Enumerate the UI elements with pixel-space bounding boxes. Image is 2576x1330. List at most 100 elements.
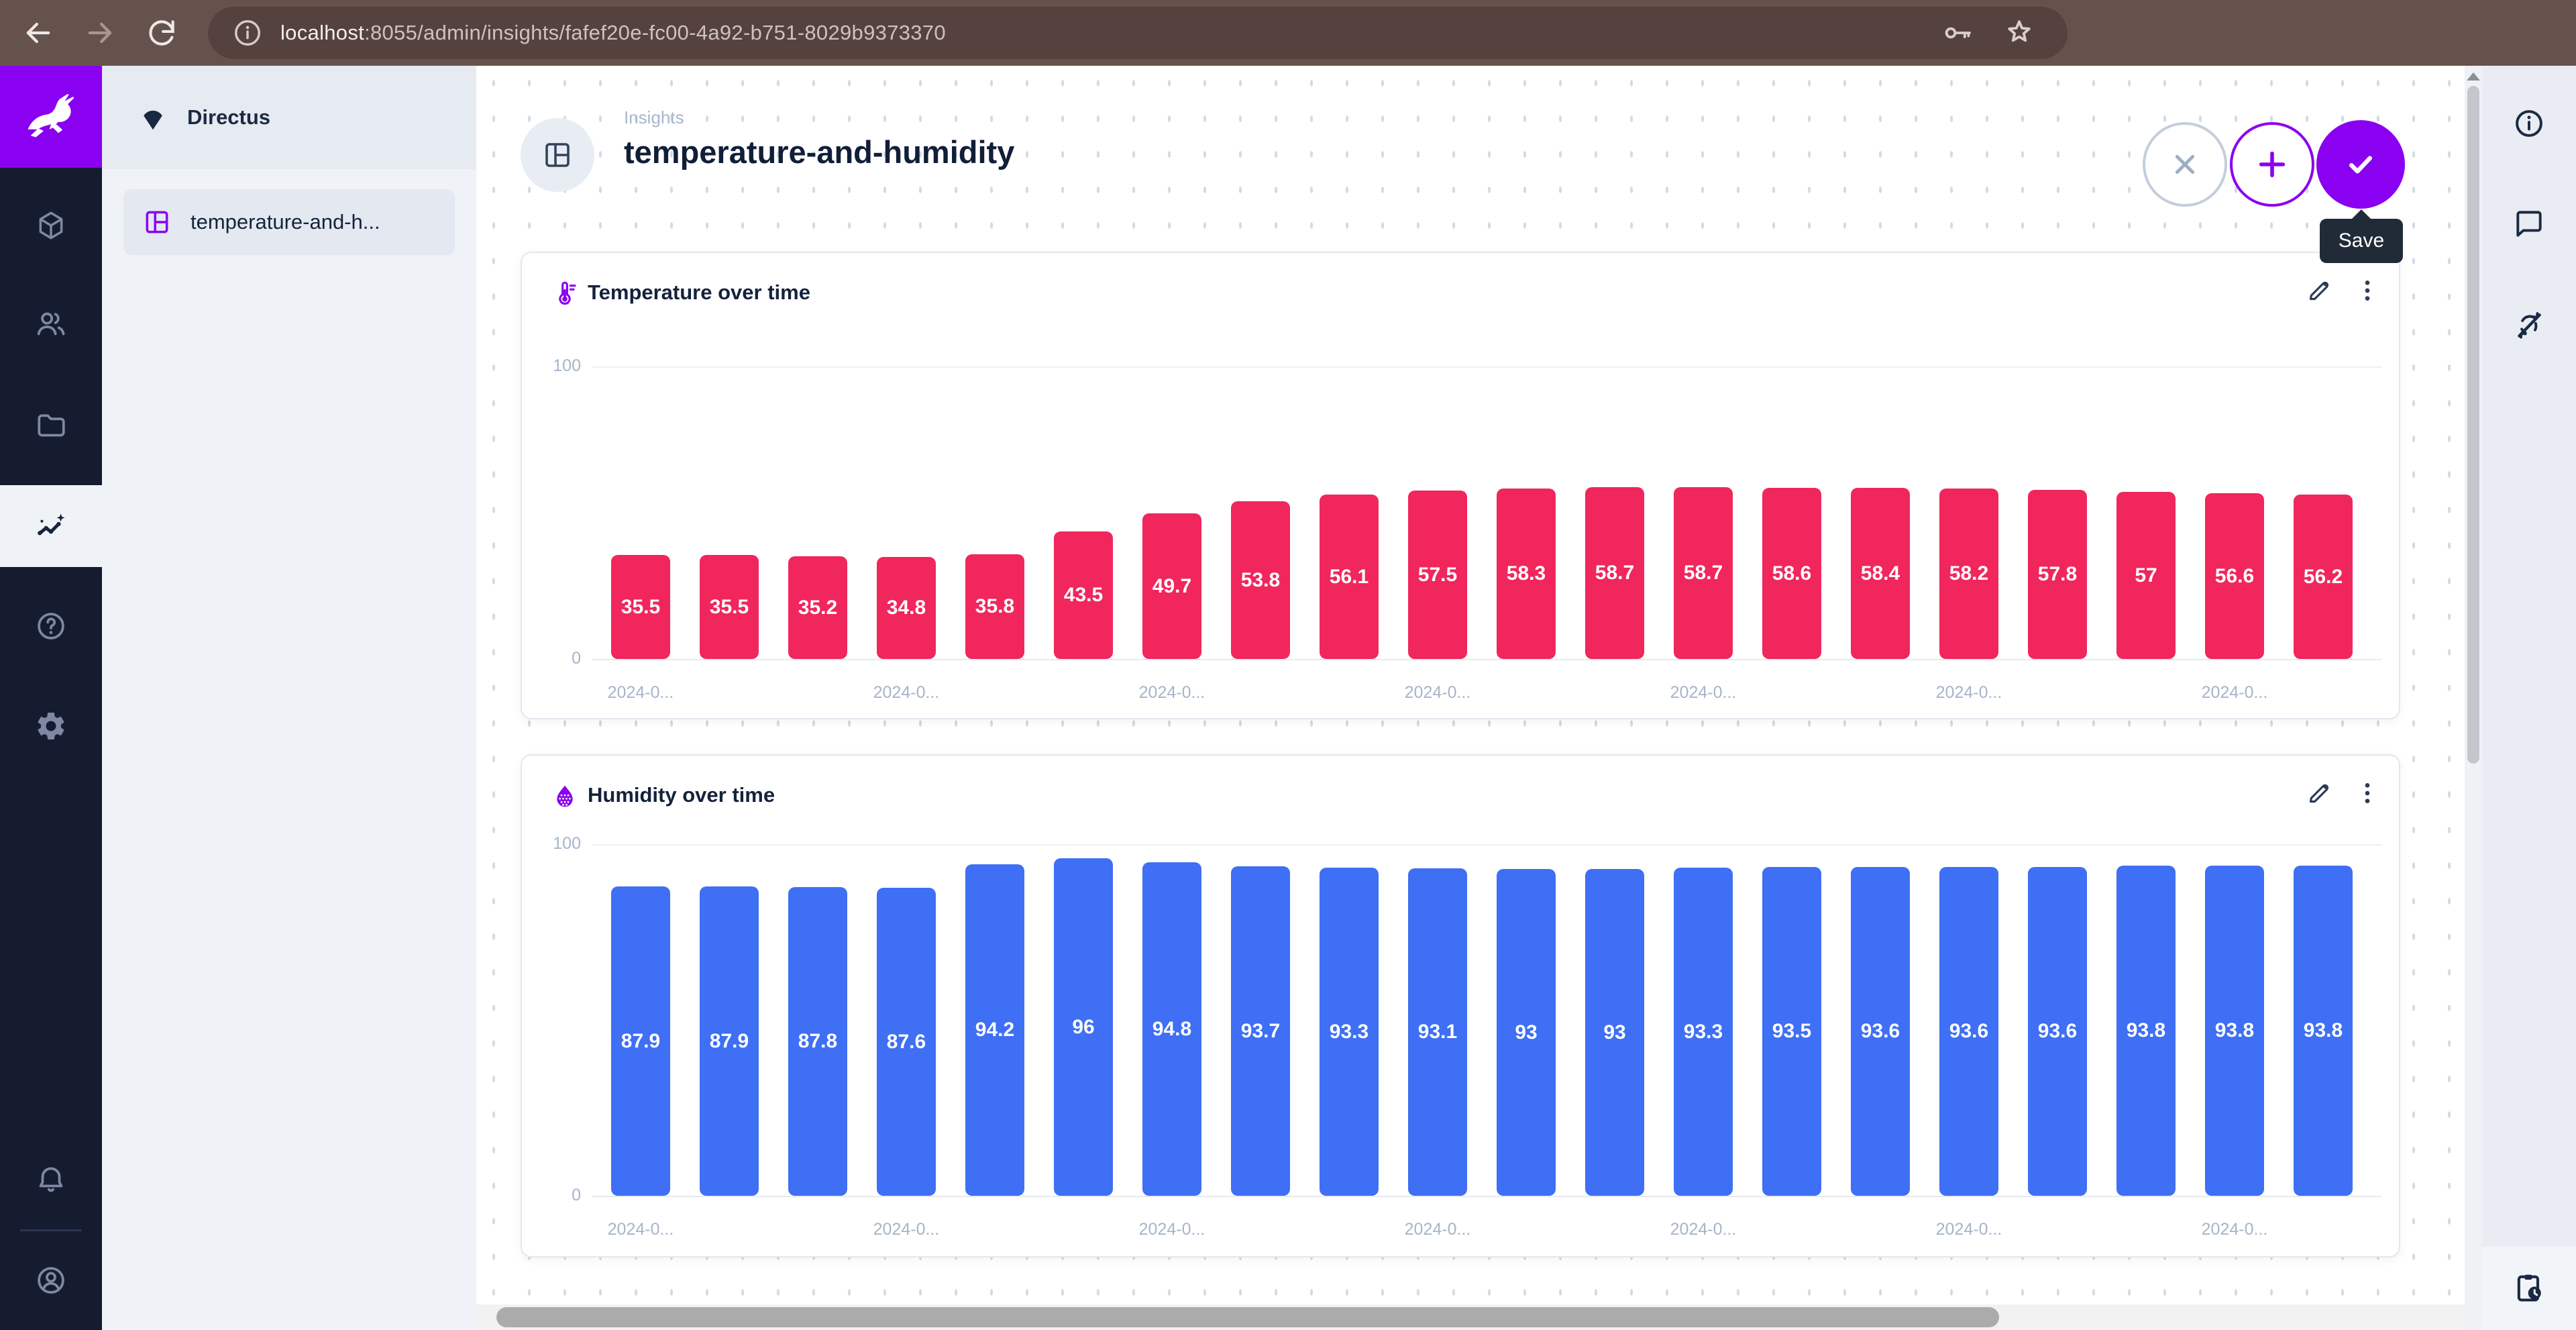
bar-value-label: 35.5 bbox=[621, 595, 661, 618]
nav-sidebar: Directus temperature-and-h... bbox=[102, 66, 476, 1330]
bar-value-label: 93.5 bbox=[1772, 1020, 1812, 1042]
bar: 35.5 bbox=[611, 555, 670, 659]
account-icon bbox=[34, 1264, 68, 1297]
breadcrumb[interactable]: Insights bbox=[624, 107, 684, 127]
users-module-button[interactable] bbox=[0, 283, 102, 365]
humidity-chart: 100 0 87.9 2024-0... 87.9 87.8 87.6 2024-0...… bbox=[522, 756, 2399, 1256]
bar: 93.8 bbox=[2294, 866, 2353, 1196]
bar: 94.2 bbox=[965, 864, 1024, 1196]
kebab-menu-icon[interactable] bbox=[2354, 780, 2381, 807]
settings-module-button[interactable] bbox=[0, 685, 102, 767]
bar: 93.1 bbox=[1408, 868, 1467, 1196]
bar-value-label: 96 bbox=[1072, 1015, 1095, 1038]
x-tick-label: 2024-0... bbox=[1404, 1220, 1471, 1239]
bar-value-label: 93.3 bbox=[1683, 1020, 1723, 1043]
save-button[interactable] bbox=[2316, 120, 2405, 209]
bar: 49.7 bbox=[1142, 513, 1201, 659]
insights-module-button[interactable] bbox=[0, 485, 102, 567]
add-panel-button[interactable] bbox=[2230, 122, 2314, 207]
bar: 94.8 bbox=[1142, 862, 1201, 1196]
check-icon bbox=[2341, 144, 2381, 185]
horizontal-scrollbar[interactable] bbox=[476, 1305, 2465, 1330]
bar: 53.8 bbox=[1231, 501, 1290, 659]
bar-value-label: 87.6 bbox=[886, 1030, 926, 1053]
vertical-scrollbar-thumb[interactable] bbox=[2467, 86, 2479, 764]
x-tick-label: 2024-0... bbox=[1935, 1220, 2002, 1239]
auto-refresh-button[interactable] bbox=[2482, 293, 2576, 358]
key-icon[interactable] bbox=[1941, 17, 1974, 49]
bar: 93.6 bbox=[2028, 867, 2087, 1196]
notifications-button[interactable] bbox=[0, 1139, 102, 1221]
bar: 58.6 bbox=[1762, 488, 1821, 659]
back-icon[interactable] bbox=[15, 9, 62, 56]
vertical-scrollbar[interactable] bbox=[2465, 66, 2482, 1330]
edit-icon[interactable] bbox=[2306, 277, 2332, 304]
bar: 57.5 bbox=[1408, 491, 1467, 659]
address-bar[interactable]: localhost:8055/admin/insights/fafef20e-f… bbox=[208, 7, 2068, 59]
forward-icon[interactable] bbox=[76, 9, 123, 56]
bar: 57.8 bbox=[2028, 490, 2087, 659]
kebab-menu-icon[interactable] bbox=[2354, 277, 2381, 304]
bar-value-label: 93.6 bbox=[2037, 1020, 2078, 1042]
x-tick-label: 2024-0... bbox=[1670, 683, 1737, 702]
bar-value-label: 57 bbox=[2135, 564, 2157, 586]
bar-value-label: 58.7 bbox=[1683, 562, 1723, 584]
bar-value-label: 57.5 bbox=[1417, 563, 1458, 586]
comment-icon bbox=[2512, 207, 2546, 240]
info-icon[interactable] bbox=[232, 17, 263, 48]
humidity-panel[interactable]: Humidity over time 100 0 87.9 2024-0... 87… bbox=[521, 754, 2400, 1258]
sidebar-item-dashboard[interactable]: temperature-and-h... bbox=[123, 189, 455, 255]
gridline-0 bbox=[592, 1196, 2381, 1197]
scroll-up-arrow-icon[interactable] bbox=[2467, 72, 2480, 81]
temperature-panel[interactable]: Temperature over time 100 0 35.5 2024-0..… bbox=[521, 252, 2400, 719]
refresh-icon[interactable] bbox=[138, 9, 185, 56]
bar: 93 bbox=[1585, 869, 1644, 1196]
bar-value-label: 35.8 bbox=[975, 595, 1015, 617]
bar-value-label: 94.8 bbox=[1152, 1017, 1192, 1040]
browser-toolbar: localhost:8055/admin/insights/fafef20e-f… bbox=[0, 0, 2576, 66]
edit-icon[interactable] bbox=[2306, 780, 2332, 807]
content-module-button[interactable] bbox=[0, 185, 102, 266]
save-tooltip-label: Save bbox=[2338, 229, 2385, 252]
dashboard-info-button[interactable] bbox=[2482, 91, 2576, 156]
x-tick-label: 2024-0... bbox=[607, 1220, 674, 1239]
bar: 93.3 bbox=[1320, 868, 1379, 1196]
x-tick-label: 2024-0... bbox=[2201, 683, 2268, 702]
thermometer-icon bbox=[551, 280, 578, 307]
star-icon[interactable] bbox=[2003, 17, 2035, 49]
help-module-button[interactable] bbox=[0, 585, 102, 667]
temperature-chart: 100 0 35.5 2024-0... 35.5 35.2 34.8 2024-0...… bbox=[522, 253, 2399, 718]
bar-value-label: 94.2 bbox=[975, 1019, 1015, 1041]
bar-value-label: 53.8 bbox=[1240, 568, 1281, 591]
bar: 87.8 bbox=[788, 887, 847, 1196]
close-icon bbox=[2166, 146, 2204, 183]
bar-value-label: 93.1 bbox=[1417, 1021, 1458, 1043]
pending-revisions-section[interactable] bbox=[2482, 1247, 2576, 1330]
bar-value-label: 58.4 bbox=[1860, 562, 1900, 584]
project-header[interactable]: Directus bbox=[102, 66, 476, 169]
bar: 57 bbox=[2116, 492, 2176, 659]
bell-icon bbox=[34, 1163, 68, 1196]
bar-value-label: 87.9 bbox=[709, 1029, 749, 1052]
bar: 93.6 bbox=[1851, 867, 1910, 1196]
directus-rabbit-logo[interactable] bbox=[0, 66, 102, 168]
add-icon bbox=[2253, 146, 2291, 183]
discard-button[interactable] bbox=[2143, 122, 2227, 207]
bar: 58.3 bbox=[1497, 489, 1556, 659]
comments-button[interactable] bbox=[2482, 191, 2576, 256]
bar: 93.5 bbox=[1762, 867, 1821, 1196]
sync-disabled-icon bbox=[2512, 309, 2546, 342]
sidebar-item-label: temperature-and-h... bbox=[191, 210, 380, 234]
url-host: localhost bbox=[280, 21, 365, 44]
bar-value-label: 58.2 bbox=[1949, 562, 1989, 584]
project-diamond-icon bbox=[144, 110, 162, 130]
bar: 87.9 bbox=[700, 886, 759, 1196]
bar-value-label: 93.6 bbox=[1949, 1020, 1989, 1042]
bar-value-label: 35.2 bbox=[798, 596, 838, 619]
files-module-button[interactable] bbox=[0, 385, 102, 466]
url-text[interactable]: localhost:8055/admin/insights/fafef20e-f… bbox=[280, 21, 946, 45]
user-menu-button[interactable] bbox=[0, 1239, 102, 1321]
humidity-drop-icon bbox=[551, 782, 578, 809]
url-path: :8055/admin/insights/fafef20e-fc00-4a92-… bbox=[364, 21, 946, 44]
horizontal-scrollbar-thumb[interactable] bbox=[496, 1307, 1999, 1327]
